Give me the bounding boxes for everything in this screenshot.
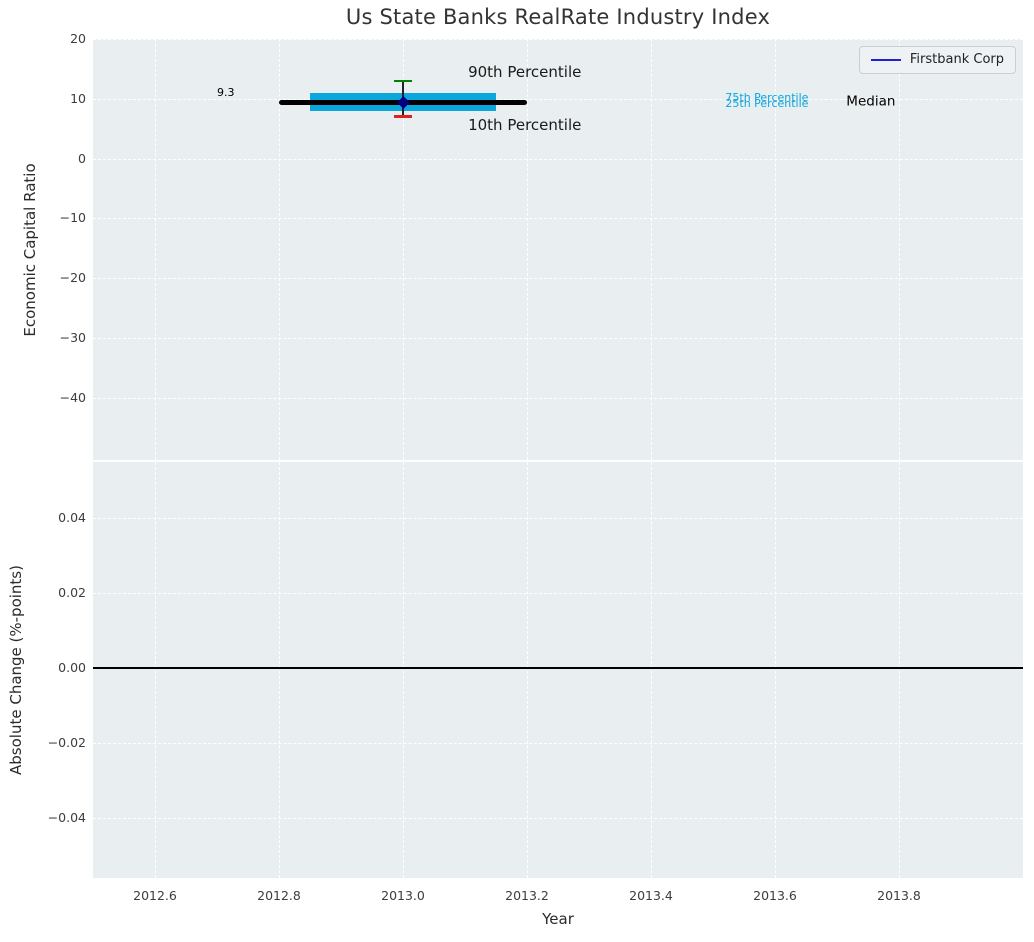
economic-capital-ratio-axes: Firstbank Corp 9.3 90th Percentile 10th Pe… [93,39,1023,460]
y-tick-label: −0.02 [47,735,86,751]
x-tick-label: 2013.2 [505,888,549,903]
gridline-horizontal [93,397,1023,399]
gridline-vertical [775,462,776,878]
whisker-cap-90th-percentile [394,79,412,83]
gridline-vertical [651,39,652,460]
x-tick-label: 2012.8 [257,888,301,903]
x-tick-label: 2013.6 [753,888,797,903]
y-tick-label: −20 [59,270,86,286]
gridline-vertical [527,462,528,878]
legend-firstbank-line-icon [870,58,901,61]
gridline-vertical [279,39,280,460]
gridline-vertical [155,462,156,878]
absolute-change-axes [93,462,1023,878]
gridline-vertical [527,39,528,460]
y-tick-label: −40 [59,389,86,405]
gridline-horizontal [93,518,1023,520]
y-tick-label: 0.04 [58,510,86,526]
x-axis-label-year: Year [542,910,574,928]
gridline-vertical [155,39,156,460]
chart-title: Us State Banks RealRate Industry Index [345,5,771,29]
gridline-horizontal [93,743,1023,745]
x-tick-label: 2013.4 [629,888,673,903]
legend-firstbank-label: Firstbank Corp [909,52,1004,67]
y-tick-label: −0.04 [47,810,86,826]
y-tick-label: 0.00 [58,660,86,676]
y-tick-label: 10 [70,90,86,106]
y-tick-label: 20 [70,31,86,47]
annotation-75th-percentile: 75th Percentile [725,91,809,105]
gridline-horizontal [93,338,1023,339]
gridline-vertical [899,462,900,878]
legend: Firstbank Corp [858,46,1016,74]
annotation-25th-percentile: 25th Percentile [725,97,809,111]
gridline-vertical [651,462,652,878]
annotation-90th-percentile: 90th Percentile [468,62,582,81]
y-tick-label: 0.02 [58,585,86,601]
gridline-vertical [775,39,776,460]
zero-line [93,667,1023,669]
x-tick-label: 2013.0 [381,888,425,903]
gridline-vertical [403,39,404,460]
annotation-10th-percentile: 10th Percentile [468,115,582,134]
y-tick-label: −30 [59,330,86,346]
gridline-horizontal [93,39,1023,40]
gridline-horizontal [93,278,1023,280]
gridline-horizontal [93,218,1023,220]
x-tick-label: 2013.8 [877,888,921,903]
x-tick-label: 2012.6 [133,888,177,903]
gridline-horizontal [93,158,1023,160]
gridline-vertical [403,462,404,878]
whisker-cap-10th-percentile [394,115,412,118]
y-tick-label: −10 [59,210,86,226]
gridline-vertical [899,39,900,460]
y-axis-label-economic-capital-ratio: Economic Capital Ratio [21,163,39,337]
gridline-vertical [279,462,280,878]
annotation-median: Median [846,93,896,110]
annotation-9-3: 9.3 [217,85,235,99]
gridline-horizontal [93,818,1023,820]
y-tick-label: 0 [78,150,86,166]
gridline-horizontal [93,98,1023,100]
gridline-horizontal [93,593,1023,595]
